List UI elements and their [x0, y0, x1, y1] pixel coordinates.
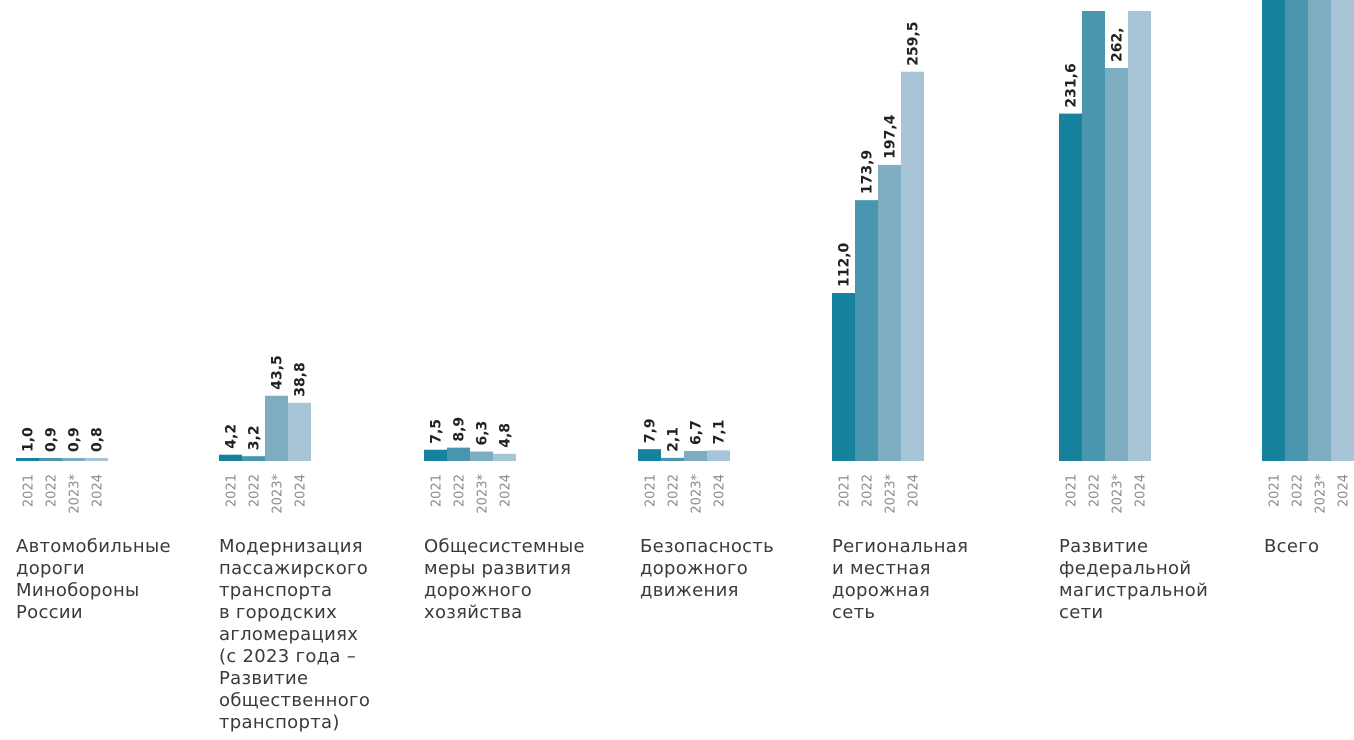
- year-tick-5-2: 2023*: [1111, 474, 1126, 514]
- year-tick-0-3: 2024: [91, 474, 106, 507]
- year-tick-2-2: 2023*: [476, 474, 491, 514]
- category-label-3: Безопасность дорожного движения: [640, 536, 775, 601]
- bar-3-3: [707, 450, 730, 461]
- year-tick-5-3: 2024: [1134, 474, 1149, 507]
- bar-6-3: [1331, 0, 1354, 461]
- bar-2-0: [424, 449, 447, 461]
- year-tick-4-3: 2024: [907, 474, 922, 507]
- year-tick-1-2: 2023*: [271, 474, 286, 514]
- bar-4-2: [878, 164, 901, 461]
- year-tick-5-1: 2022: [1088, 474, 1103, 507]
- value-label-5-2: 262,: [1110, 27, 1126, 62]
- bar-6-2: [1308, 0, 1331, 461]
- bar-4-0: [832, 293, 855, 461]
- year-tick-6-0: 2021: [1268, 474, 1283, 507]
- value-label-4-1: 173,9: [860, 150, 876, 194]
- bar-3-0: [638, 449, 661, 461]
- bar-3-1: [661, 457, 684, 461]
- year-tick-0-0: 2021: [22, 474, 37, 507]
- value-label-2-2: 6,3: [475, 421, 491, 446]
- year-tick-6-1: 2022: [1291, 474, 1306, 507]
- value-label-1-0: 4,2: [224, 424, 240, 449]
- category-label-0: Автомобильные дороги Минобороны России: [16, 536, 171, 623]
- value-label-4-0: 112,0: [837, 242, 853, 287]
- value-label-4-3: 259,5: [906, 21, 922, 65]
- year-tick-1-1: 2022: [248, 474, 263, 507]
- bar-2-1: [447, 447, 470, 461]
- year-tick-6-3: 2024: [1337, 474, 1352, 507]
- year-tick-2-0: 2021: [430, 474, 445, 507]
- bar-5-1: [1082, 11, 1105, 461]
- bar-0-2: [62, 458, 85, 461]
- bar-0-1: [39, 458, 62, 461]
- bar-4-1: [855, 200, 878, 461]
- value-label-3-1: 2,1: [666, 427, 682, 452]
- category-label-5: Развитие федеральной магистральной сети: [1059, 536, 1209, 623]
- year-tick-4-0: 2021: [838, 474, 853, 507]
- value-label-0-1: 0,9: [44, 427, 60, 452]
- category-label-1: Модернизация пассажирского транспорта в …: [219, 536, 371, 733]
- year-tick-6-2: 2023*: [1314, 474, 1329, 514]
- bar-6-1: [1285, 0, 1308, 461]
- value-label-0-0: 1,0: [21, 427, 37, 452]
- category-label-4: Региональная и местная дорожная сеть: [832, 536, 969, 623]
- year-tick-1-0: 2021: [225, 474, 240, 507]
- category-label-2: Общесистемные меры развития дорожного хо…: [424, 536, 585, 623]
- bar-5-0: [1059, 113, 1082, 461]
- value-label-4-2: 197,4: [883, 114, 899, 159]
- bar-1-1: [242, 456, 265, 461]
- bar-1-2: [265, 395, 288, 461]
- bar-3-2: [684, 450, 707, 461]
- bar-1-0: [219, 454, 242, 461]
- bar-6-0: [1262, 0, 1285, 461]
- bar-2-3: [493, 453, 516, 461]
- year-tick-4-2: 2023*: [884, 474, 899, 514]
- year-tick-2-3: 2024: [499, 474, 514, 507]
- value-label-0-2: 0,9: [67, 427, 83, 452]
- value-label-2-0: 7,5: [429, 419, 445, 444]
- year-tick-3-2: 2023*: [690, 474, 705, 514]
- year-tick-5-0: 2021: [1065, 474, 1080, 507]
- year-tick-1-3: 2024: [294, 474, 309, 507]
- year-tick-0-2: 2023*: [68, 474, 83, 514]
- year-tick-3-1: 2022: [667, 474, 682, 507]
- bar-4-3: [901, 71, 924, 461]
- value-label-1-3: 38,8: [293, 362, 309, 397]
- bar-2-2: [470, 451, 493, 461]
- year-tick-3-3: 2024: [713, 474, 728, 507]
- bar-0-0: [16, 458, 39, 461]
- value-label-5-0: 231,6: [1064, 63, 1080, 107]
- bar-1-3: [288, 402, 311, 461]
- year-tick-4-1: 2022: [861, 474, 876, 507]
- year-tick-3-0: 2021: [644, 474, 659, 507]
- bar-5-2: [1105, 68, 1128, 461]
- value-label-0-3: 0,8: [90, 427, 106, 452]
- value-label-2-3: 4,8: [498, 423, 514, 448]
- year-tick-0-1: 2022: [45, 474, 60, 507]
- value-label-3-0: 7,9: [643, 418, 659, 443]
- year-tick-2-1: 2022: [453, 474, 468, 507]
- value-label-2-1: 8,9: [452, 417, 468, 442]
- value-label-1-1: 3,2: [247, 425, 263, 450]
- value-label-1-2: 43,5: [270, 355, 286, 390]
- value-label-3-2: 6,7: [689, 420, 705, 445]
- category-label-6: Всего: [1264, 536, 1320, 557]
- bar-5-3: [1128, 11, 1151, 461]
- bar-0-3: [85, 458, 108, 461]
- value-label-3-3: 7,1: [712, 420, 728, 445]
